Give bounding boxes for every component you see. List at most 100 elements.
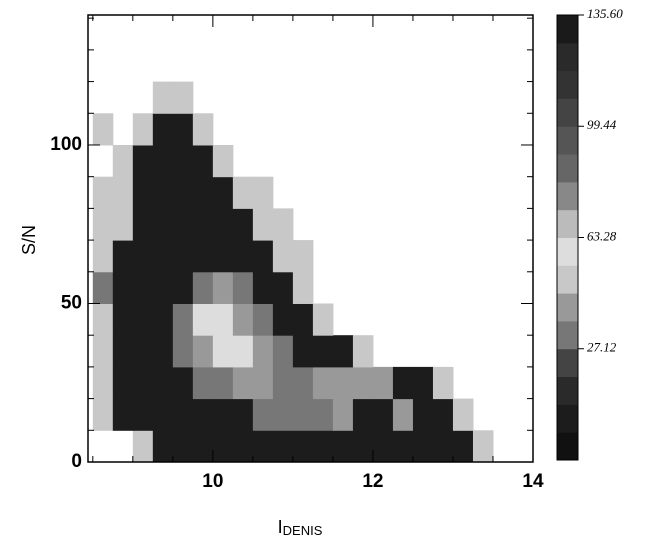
heat-cell <box>292 430 314 463</box>
heat-cell <box>192 144 214 178</box>
heat-cell <box>152 113 174 146</box>
heat-cell <box>132 430 154 463</box>
y-tick-label: 0 <box>71 451 82 472</box>
heat-cell <box>252 303 274 336</box>
heat-cell <box>92 366 114 400</box>
heat-cell <box>172 113 194 146</box>
colorbar-band <box>557 98 578 127</box>
heat-cell <box>152 81 174 114</box>
heat-cell <box>192 176 214 209</box>
plot-frame <box>87 14 534 463</box>
colorbar-tick-label: 27.12 <box>587 340 617 355</box>
heat-cell <box>312 430 334 463</box>
heat-cell <box>352 335 374 368</box>
heat-cell <box>152 398 174 431</box>
heat-cell <box>292 366 314 400</box>
colorbar-band <box>557 348 578 378</box>
heat-cell <box>332 430 354 463</box>
heat-cell <box>212 430 234 463</box>
heat-cell <box>92 240 114 273</box>
heat-cell <box>192 113 214 146</box>
heat-cell <box>252 271 274 304</box>
heat-cell <box>152 208 174 241</box>
heat-cell <box>212 366 234 400</box>
x-axis-label: IDENIS <box>278 517 323 538</box>
heat-cell <box>252 430 274 463</box>
heat-cell <box>132 208 154 241</box>
heat-cell <box>232 176 254 209</box>
heat-cell <box>152 176 174 209</box>
heat-cell <box>372 366 394 400</box>
heat-cell <box>272 430 294 463</box>
heat-cell <box>172 398 194 431</box>
heat-cell <box>112 176 134 209</box>
heat-cell <box>212 335 234 368</box>
heat-cell <box>192 335 214 368</box>
heat-cell <box>172 335 194 368</box>
heat-cell <box>132 398 154 431</box>
heat-cell <box>92 208 114 241</box>
heat-cell <box>292 303 314 336</box>
heat-cell <box>272 303 294 336</box>
heat-cell <box>172 208 194 241</box>
heat-cell <box>472 430 494 463</box>
heat-cell <box>112 271 134 304</box>
heat-cell <box>212 208 234 241</box>
colorbar-band <box>557 154 578 183</box>
heat-cell <box>252 366 274 400</box>
heat-cell <box>92 303 114 336</box>
colorbar-tick-label: 99.44 <box>587 117 617 132</box>
heat-cell <box>232 208 254 241</box>
heat-cell <box>412 398 434 431</box>
heat-cell <box>292 271 314 304</box>
heat-cell <box>92 176 114 209</box>
colorbar-band <box>557 126 578 155</box>
heat-cell <box>392 430 414 463</box>
heat-cell <box>92 271 114 304</box>
heat-cell <box>192 208 214 241</box>
heat-cell <box>232 335 254 368</box>
heat-cell <box>92 398 114 431</box>
heat-cell <box>192 271 214 304</box>
colorbar-tick-label: 63.28 <box>587 228 617 243</box>
heat-cell <box>252 208 274 241</box>
heat-cell <box>432 366 454 400</box>
heat-cell <box>192 303 214 336</box>
heat-cell <box>112 240 134 273</box>
heat-cell <box>272 366 294 400</box>
heat-cell <box>292 335 314 368</box>
heat-cell <box>132 271 154 304</box>
heat-cell <box>212 303 234 336</box>
heat-cell <box>132 176 154 209</box>
heat-cell <box>152 335 174 368</box>
heat-cell <box>232 430 254 463</box>
heat-cell <box>232 240 254 273</box>
colorbar-tick-label: 135.60 <box>587 6 623 21</box>
heat-cell <box>192 366 214 400</box>
heat-cell <box>152 430 174 463</box>
heat-cell <box>352 398 374 431</box>
y-tick-label: 50 <box>61 293 82 314</box>
heat-cell <box>152 144 174 178</box>
heat-cell <box>232 398 254 431</box>
heat-cell <box>372 398 394 431</box>
heat-cell <box>152 240 174 273</box>
heat-cell <box>132 335 154 368</box>
heat-cell <box>272 208 294 241</box>
colorbar-band <box>557 70 578 99</box>
heat-cell <box>312 335 334 368</box>
heat-cell <box>172 81 194 114</box>
heat-cell <box>152 366 174 400</box>
heat-cell <box>292 240 314 273</box>
heat-cell <box>312 366 334 400</box>
heat-cell <box>192 240 214 273</box>
heat-cell <box>152 271 174 304</box>
heat-cell <box>112 398 134 431</box>
heat-cell <box>192 398 214 431</box>
heat-cell <box>392 366 414 400</box>
heat-cell <box>152 303 174 336</box>
heat-cell <box>432 430 454 463</box>
heat-cell <box>392 398 414 431</box>
x-label-main: I <box>278 517 283 537</box>
